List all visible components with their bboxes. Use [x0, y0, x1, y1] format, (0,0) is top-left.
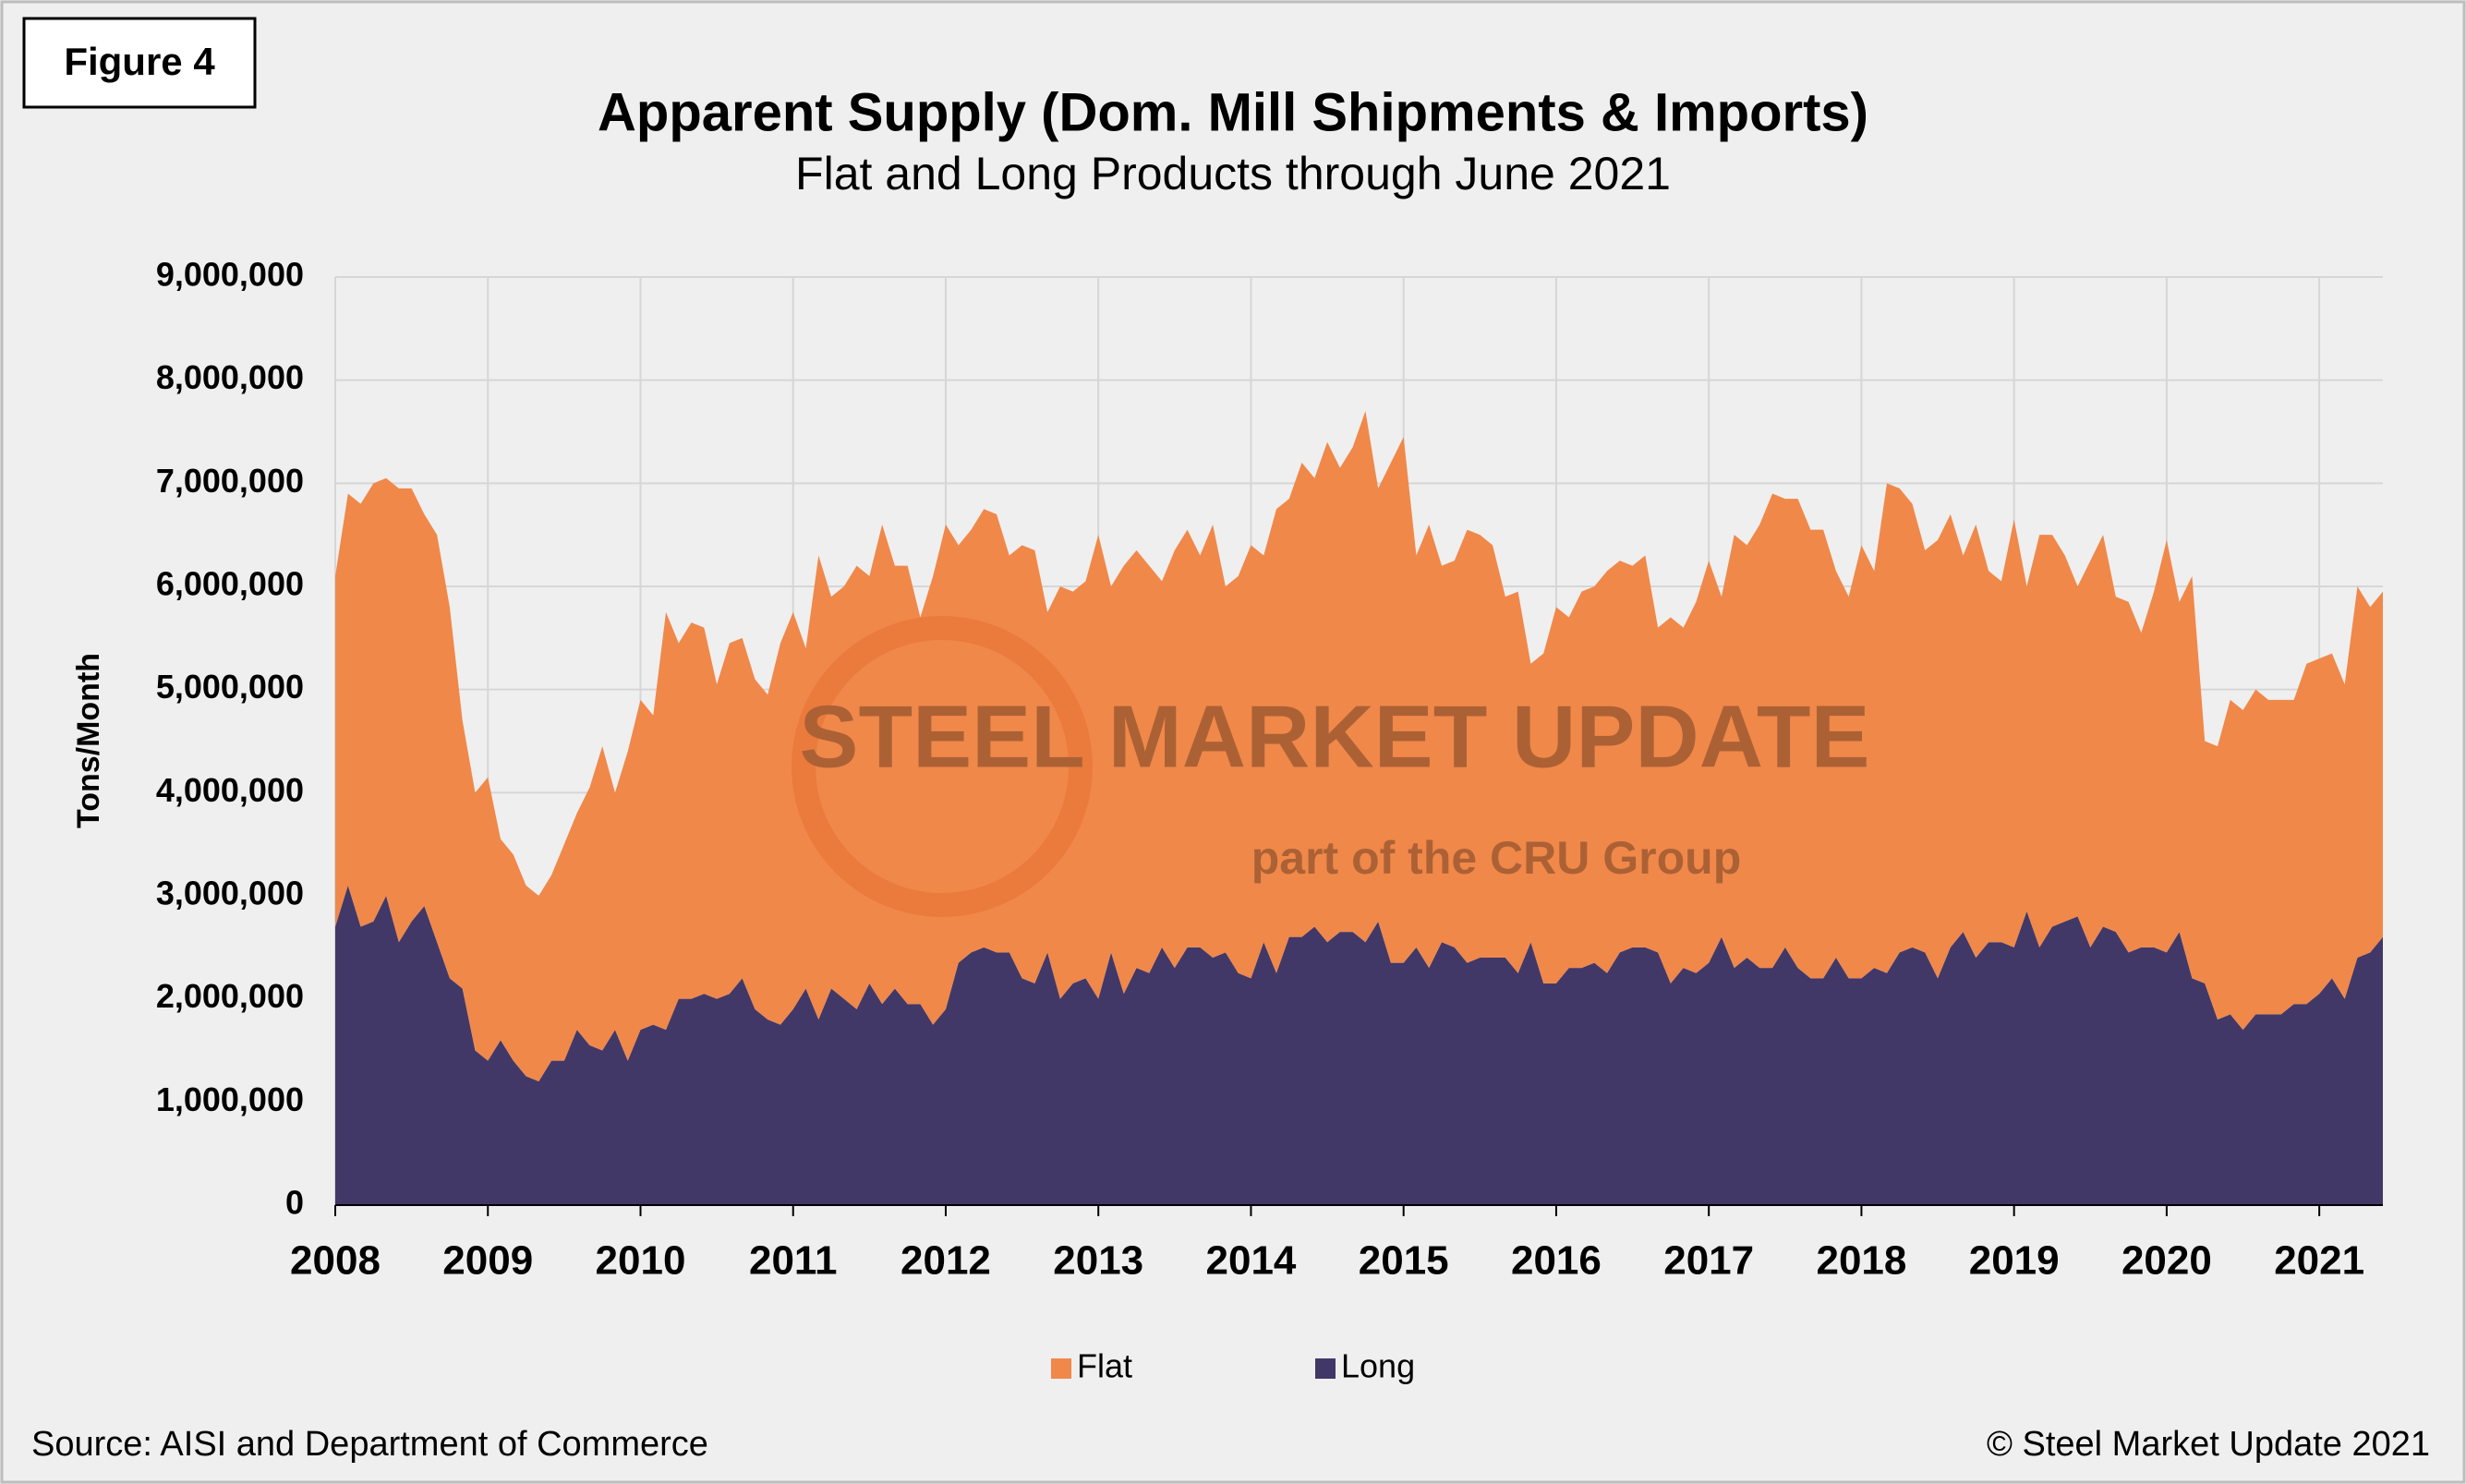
x-tick-label: 2008 [290, 1238, 381, 1284]
x-tick-label: 2010 [596, 1238, 686, 1284]
y-axis-label: Tons/Month [71, 653, 106, 828]
y-tick-label: 2,000,000 [156, 977, 304, 1015]
y-tick-label: 1,000,000 [156, 1080, 304, 1118]
copyright: © Steel Market Update 2021 [1987, 1425, 2430, 1464]
x-tick-label: 2014 [1206, 1238, 1297, 1284]
y-tick-label: 6,000,000 [156, 565, 304, 603]
x-tick-label: 2009 [442, 1238, 533, 1284]
x-tick-label: 2018 [1816, 1238, 1906, 1284]
chart-subtitle: Flat and Long Products through June 2021 [795, 148, 1671, 199]
watermark: STEEL MARKET UPDATE part of the CRU Grou… [792, 616, 1870, 917]
y-tick-label: 9,000,000 [156, 256, 304, 294]
areas [335, 411, 2383, 1205]
legend-label: Long [1341, 1347, 1415, 1385]
y-tick-label: 5,000,000 [156, 668, 304, 706]
x-tick-label: 2017 [1663, 1238, 1754, 1284]
axes: 0 1,000,000 2,000,000 3,000,000 4,000,000 5,0… [156, 256, 2383, 1385]
source: Source: AISI and Department of Commerce [31, 1425, 708, 1464]
watermark-text: STEEL MARKET UPDATE [799, 687, 1869, 786]
x-tick-label: 2019 [1969, 1238, 2060, 1284]
x-tick-label: 2011 [749, 1238, 837, 1284]
chart-title: Apparent Supply (Dom. Mill Shipments & I… [598, 82, 1868, 142]
x-tick-label: 2020 [2121, 1238, 2212, 1284]
watermark-logo [792, 616, 1093, 917]
area [335, 885, 2383, 1205]
y-tick-label: 8,000,000 [156, 358, 304, 396]
legend-swatch [1315, 1358, 1336, 1379]
x-tick-label: 2013 [1053, 1238, 1143, 1284]
x-tick-label: 2012 [901, 1238, 991, 1284]
x-tick-label: 2016 [1511, 1238, 1602, 1284]
figure-box [22, 17, 257, 109]
x-tick-label: 2021 [2274, 1238, 2364, 1284]
y-tick-label: 7,000,000 [156, 462, 304, 500]
figure-label: Figure 4 [64, 40, 215, 83]
area [335, 411, 2383, 1081]
legend-swatch [1051, 1358, 1071, 1379]
watermark-subtext: part of the CRU Group [1251, 832, 1742, 884]
y-tick-label: 3,000,000 [156, 875, 304, 912]
y-tick-label: 4,000,000 [156, 771, 304, 809]
x-tick-label: 2015 [1359, 1238, 1449, 1284]
y-tick-label: 0 [285, 1184, 304, 1222]
legend-label: Flat [1077, 1347, 1132, 1385]
